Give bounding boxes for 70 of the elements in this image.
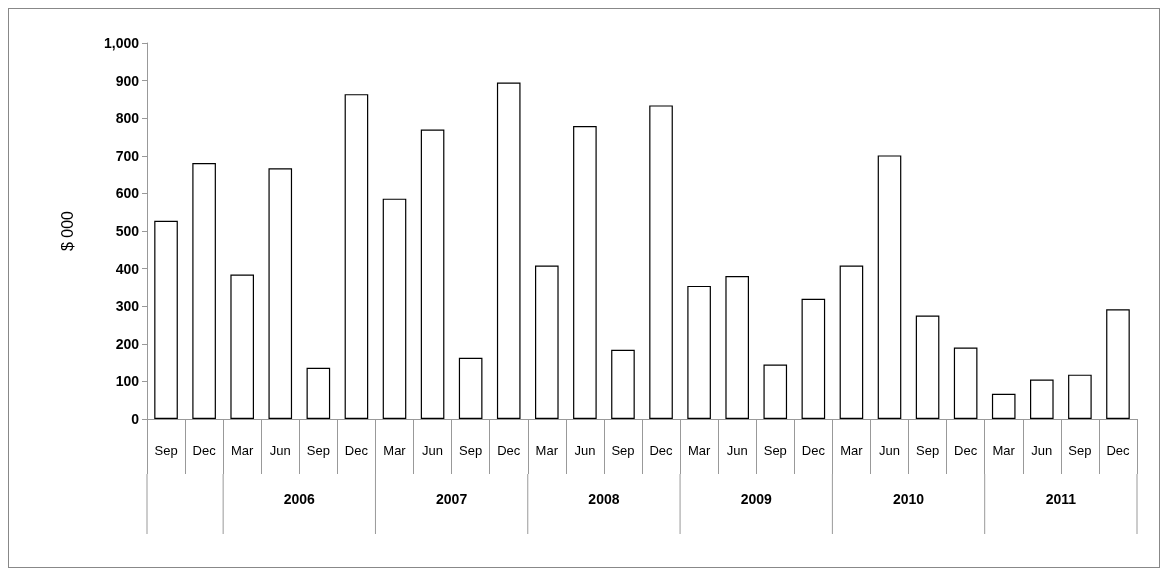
- bar: [877, 155, 902, 419]
- x-tick-label: Mar: [383, 443, 407, 458]
- bar: [953, 347, 978, 419]
- bar: [535, 265, 559, 419]
- bar: [382, 198, 407, 419]
- bar: [573, 126, 597, 419]
- x-tick-label: Jun: [879, 443, 900, 458]
- x-tick-label: Mar: [231, 443, 255, 458]
- x-tick-label: Dec: [801, 443, 826, 458]
- x-tick-label: Mar: [840, 443, 864, 458]
- y-tick-label: 300: [115, 298, 140, 315]
- bar: [725, 276, 749, 419]
- bar: [611, 349, 635, 419]
- bar: [420, 129, 445, 419]
- x-tick-label: Sep: [916, 443, 940, 458]
- y-tick-label: 400: [115, 260, 140, 277]
- y-tick-label: 900: [115, 72, 140, 89]
- x-tick-label: Sep: [1068, 443, 1092, 458]
- bar: [1068, 374, 1092, 419]
- x-tick-label: Sep: [763, 443, 787, 458]
- x-tick-label: Mar: [535, 443, 559, 458]
- bar: [306, 367, 331, 419]
- bar: [192, 162, 216, 419]
- bar: [458, 357, 483, 419]
- x-tick-label: Jun: [726, 443, 748, 458]
- bar: [496, 82, 521, 419]
- bar: [268, 168, 293, 419]
- bar: [991, 393, 1016, 419]
- y-axis-title: $ 000: [58, 210, 76, 252]
- bar: [687, 285, 711, 419]
- text: 2009: [740, 491, 773, 507]
- bar: [154, 220, 178, 419]
- x-tick-label: Jun: [422, 443, 444, 458]
- x-tick-label: Dec: [954, 443, 978, 458]
- x-tick-label: Dec: [192, 443, 217, 458]
- bar: [649, 105, 673, 419]
- y-tick-label: 100: [115, 373, 140, 390]
- x-tick-label: Dec: [649, 443, 674, 458]
- y-tick-label: 600: [115, 185, 140, 202]
- y-tick-label: 200: [115, 335, 140, 352]
- y-tick-label: 0: [131, 411, 140, 427]
- y-tick-label: 500: [115, 223, 140, 239]
- text: 2011: [1045, 491, 1077, 507]
- y-tick-label: 800: [115, 110, 140, 127]
- x-tick-label: Dec: [1106, 443, 1131, 458]
- x-tick-label: Sep: [459, 443, 483, 458]
- x-tick-label: Mar: [687, 443, 711, 458]
- x-tick-label: Mar: [992, 443, 1016, 458]
- y-tick-label: 1,000: [103, 35, 140, 51]
- x-tick-label: Sep: [611, 443, 635, 458]
- x-tick-label: Jun: [1031, 443, 1053, 458]
- x-tick-label: Sep: [306, 443, 330, 458]
- x-tick-label: Dec: [344, 443, 369, 458]
- text: 2007: [436, 491, 468, 507]
- bar: [801, 298, 826, 419]
- x-tick-label: Sep: [154, 443, 178, 458]
- text: 2008: [588, 491, 620, 507]
- bar: [1030, 379, 1054, 419]
- bar: [839, 265, 864, 419]
- x-tick-label: Dec: [497, 443, 521, 458]
- text: 2010: [892, 491, 925, 507]
- bar: [230, 274, 254, 419]
- x-tick-label: Jun: [269, 443, 291, 458]
- bar: [344, 94, 369, 419]
- bar: [1106, 309, 1130, 419]
- bar: [915, 315, 940, 419]
- x-tick-label: Jun: [574, 443, 596, 458]
- text: 2006: [283, 491, 316, 507]
- y-tick-label: 700: [115, 147, 140, 164]
- bar: [763, 364, 788, 419]
